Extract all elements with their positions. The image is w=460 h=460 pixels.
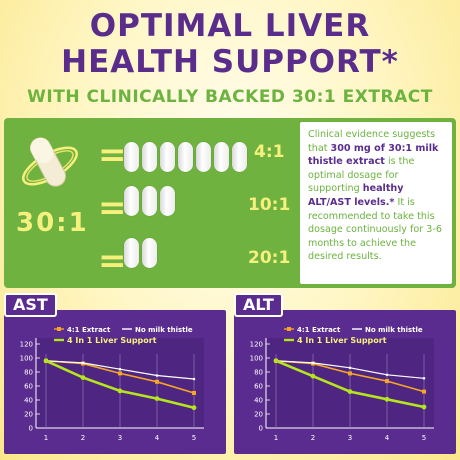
data-point (311, 361, 315, 365)
x-tick-label: 1 (274, 434, 278, 442)
legend-marker (287, 327, 291, 331)
ratio-label-4-1: 4:1 (254, 142, 285, 162)
y-tick-label: 100 (250, 355, 263, 363)
x-tick-label: 4 (385, 434, 390, 442)
legend-label: 4 In 1 Liver Support (67, 336, 157, 345)
equals-sign-2: = (98, 188, 127, 228)
data-point (347, 389, 353, 394)
legend-marker (57, 327, 61, 331)
ast-chart-title: AST (4, 293, 57, 317)
data-point (421, 404, 427, 410)
x-tick-label: 5 (422, 434, 426, 442)
y-tick-label: 60 (254, 383, 263, 391)
data-point (310, 373, 316, 379)
data-point (154, 396, 160, 401)
legend-label: 4:1 Extract (67, 326, 111, 334)
ratio-label-20-1: 20:1 (248, 248, 291, 268)
data-point (117, 388, 123, 394)
data-point (422, 389, 426, 394)
data-point (348, 371, 352, 376)
data-point (192, 391, 196, 395)
y-tick-label: 80 (24, 369, 33, 377)
y-tick-label: 0 (259, 425, 263, 433)
alt-chart-card: 0 20 40 60 80 100 120 1 2 3 4 5 4:1 Extract No milk t… (234, 310, 456, 454)
capsule-icon (232, 142, 247, 172)
y-tick-label: 0 (29, 425, 33, 433)
headline-subline: WITH CLINICALLY BACKED 30:1 EXTRACT (27, 87, 433, 107)
y-tick-label: 120 (250, 341, 263, 349)
y-tick-label: 60 (24, 383, 33, 391)
x-tick-label: 1 (44, 434, 48, 442)
data-point (43, 358, 49, 364)
legend-label: No milk thistle (365, 326, 423, 334)
data-point (118, 371, 122, 376)
callout-bold-2: healthy ALT/AST levels.* (308, 183, 404, 208)
data-point (155, 379, 159, 384)
headline-line-2: HEALTH SUPPORT* (61, 44, 399, 80)
data-point (385, 373, 389, 377)
y-tick-label: 80 (254, 369, 263, 377)
ratio-label-10-1: 10:1 (248, 195, 291, 215)
data-point (385, 379, 389, 384)
equals-sign-3: = (98, 241, 127, 281)
callout-bold-1: 300 mg of 30:1 milk thistle extract (308, 142, 439, 168)
x-tick-label: 5 (192, 434, 196, 442)
clinical-callout: Clinical evidence suggests that 300 mg o… (300, 122, 452, 284)
capsule-icon (178, 142, 193, 172)
capsule-orbit-icon (22, 137, 78, 187)
y-tick-label: 120 (20, 341, 33, 349)
data-point (348, 366, 352, 370)
legend-label: 4 In 1 Liver Support (297, 336, 387, 345)
capsule-icon (160, 186, 175, 216)
y-tick-label: 20 (254, 411, 263, 419)
x-tick-label: 2 (81, 434, 85, 442)
data-point (384, 396, 390, 402)
capsule-icon (142, 142, 157, 172)
capsule-icon (124, 186, 139, 216)
data-point (191, 405, 197, 411)
data-point (422, 377, 426, 380)
capsule-icon (124, 142, 139, 172)
capsule-icon (214, 142, 229, 172)
data-point (118, 367, 122, 371)
data-point (273, 358, 279, 364)
capsule-icon (160, 142, 175, 172)
x-tick-label: 4 (155, 434, 160, 442)
x-tick-label: 2 (311, 434, 315, 442)
y-tick-label: 40 (254, 397, 263, 405)
data-point (192, 377, 196, 381)
alt-chart-title: ALT (234, 293, 283, 317)
ratio-panel: 30:1 = = = 4:1 10:1 20:1 Clinical eviden… (4, 118, 456, 288)
ast-line-chart: 0 20 40 60 80 100 120 1 2 3 4 5 4:1 Extract No milk t… (20, 326, 204, 442)
capsule-icon (142, 238, 157, 268)
headline-line-1: OPTIMAL LIVER (89, 8, 371, 44)
legend-label: 4:1 Extract (297, 326, 341, 334)
data-point (155, 374, 159, 377)
capsule-icon (124, 238, 139, 268)
alt-line-chart: 0 20 40 60 80 100 120 1 2 3 4 5 4:1 Extract No milk t… (250, 326, 434, 442)
legend-label: No milk thistle (135, 326, 193, 334)
callout-text-2: is the optimal dosage for supporting (308, 156, 415, 195)
data-point (80, 375, 86, 380)
data-point (81, 361, 85, 365)
y-tick-label: 40 (24, 397, 33, 405)
y-tick-label: 100 (20, 355, 33, 363)
capsule-icon (196, 142, 211, 172)
x-tick-label: 3 (348, 434, 352, 442)
y-tick-label: 20 (24, 411, 33, 419)
callout-text-3: It is recommended to take this dosage co… (308, 196, 442, 263)
equals-sign-1: = (98, 135, 127, 175)
x-tick-label: 3 (118, 434, 122, 442)
main-ratio: 30:1 (16, 208, 89, 238)
capsule-icon (142, 186, 157, 216)
callout-text-1: Clinical evidence suggests that (308, 129, 436, 154)
ast-chart-card: 0 20 40 60 80 100 120 1 2 3 4 5 4:1 Extract No milk t… (4, 310, 226, 454)
